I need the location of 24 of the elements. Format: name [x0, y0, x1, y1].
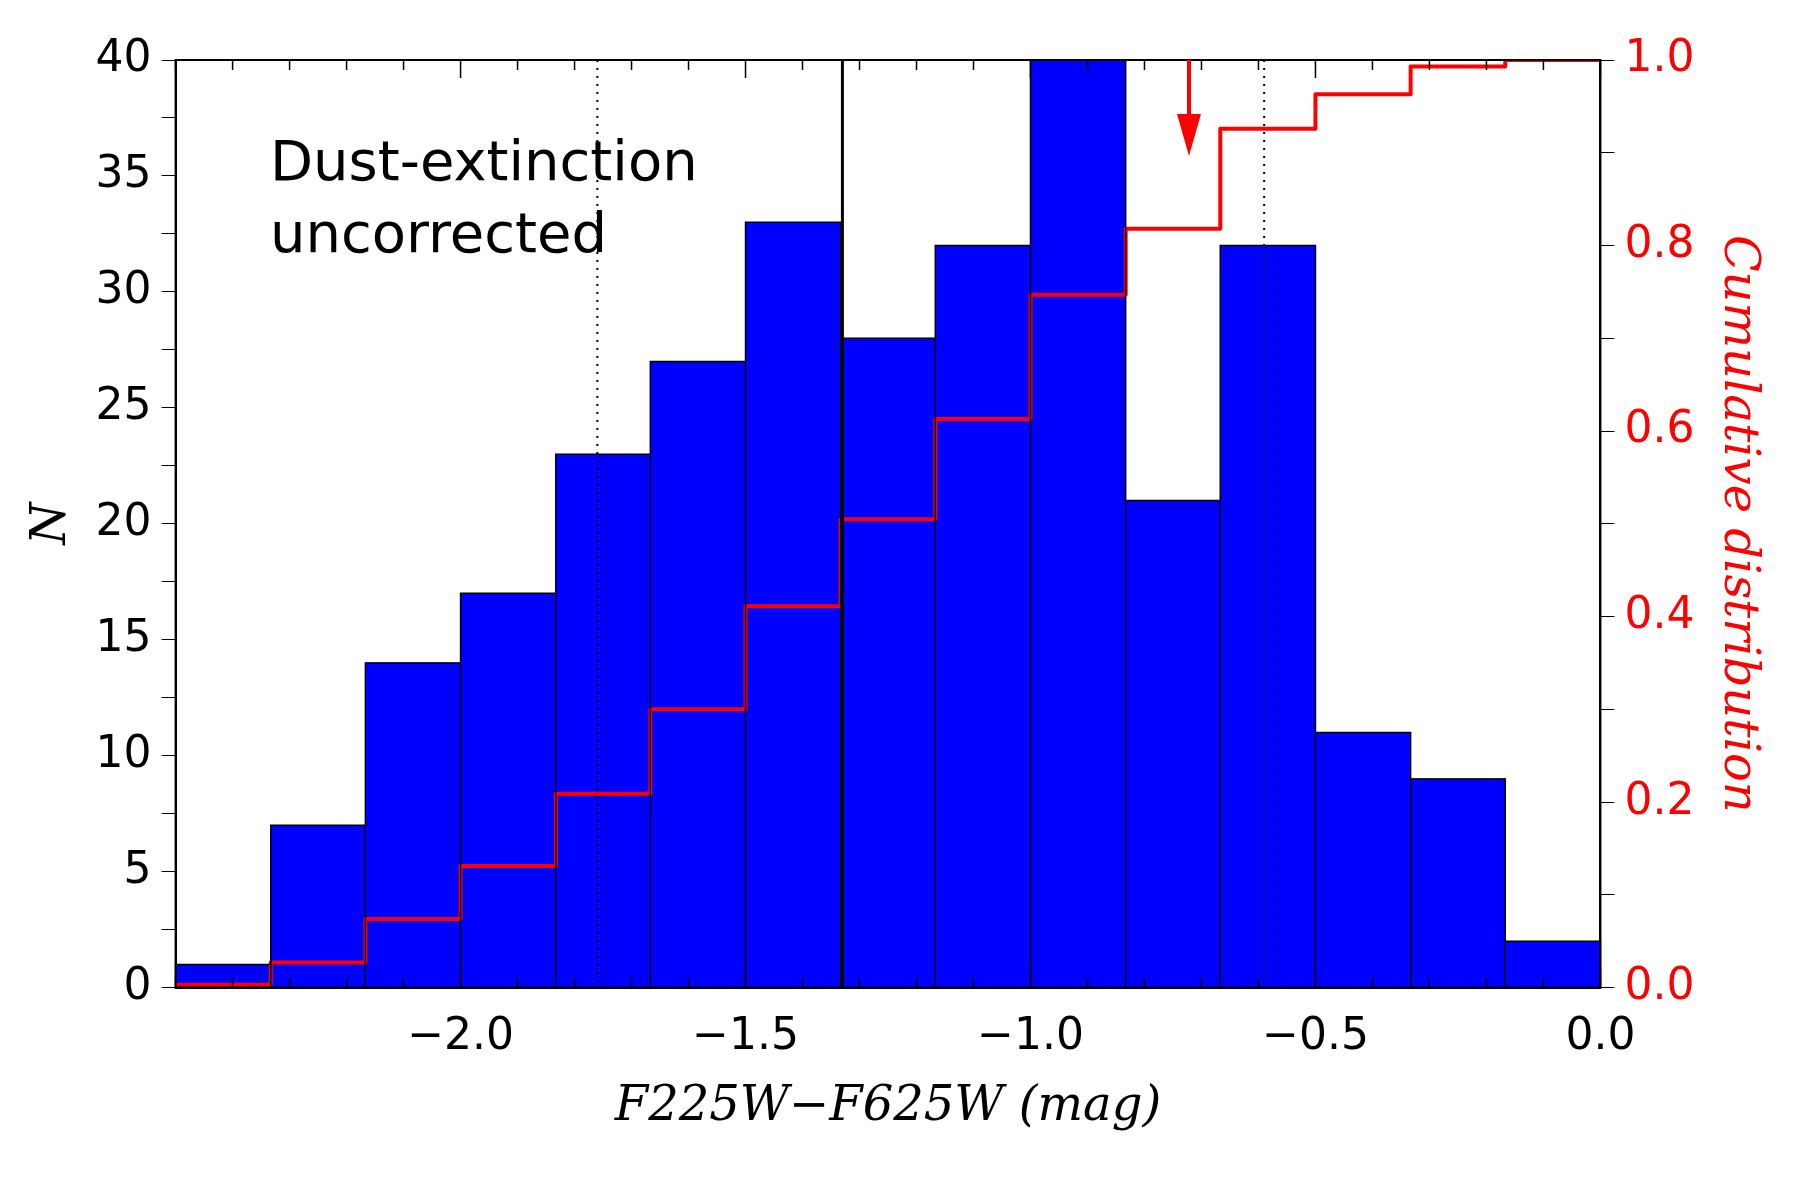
y2-tick-label: 0.6 — [1624, 401, 1695, 453]
x-tick-label: 0.0 — [1565, 1008, 1636, 1060]
y2-tick-label: 0.2 — [1624, 772, 1695, 824]
y-tick-label: 15 — [95, 610, 152, 662]
x-tick-label: −2.0 — [407, 1008, 514, 1060]
x-tick-label: −0.5 — [1262, 1008, 1369, 1060]
x-tick-label: −1.0 — [977, 1008, 1084, 1060]
y2-tick-label: 1.0 — [1624, 30, 1695, 82]
y-tick-label: 0 — [123, 958, 152, 1010]
x-tick-label: −1.5 — [692, 1008, 799, 1060]
y2-tick-label: 0.4 — [1624, 587, 1695, 638]
annotation: Dust-extinction uncorrected — [270, 127, 699, 267]
y-tick-label: 35 — [95, 146, 152, 198]
x-axis-title: F225W−F625W (mag) — [613, 1074, 1162, 1131]
y-tick-label: 20 — [95, 494, 152, 546]
y-tick-label: 25 — [95, 378, 152, 430]
y2-tick-label: 0.0 — [1624, 958, 1695, 1010]
y-tick-label: 40 — [95, 30, 152, 82]
y-tick-label: 5 — [123, 842, 152, 894]
y2-axis-title: Cumulative distribution — [1713, 234, 1770, 813]
y-tick-label: 10 — [95, 726, 152, 778]
y-tick-label: 30 — [95, 262, 152, 314]
y2-tick-label: 0.8 — [1624, 215, 1695, 267]
y-axis-title: N — [20, 500, 77, 546]
